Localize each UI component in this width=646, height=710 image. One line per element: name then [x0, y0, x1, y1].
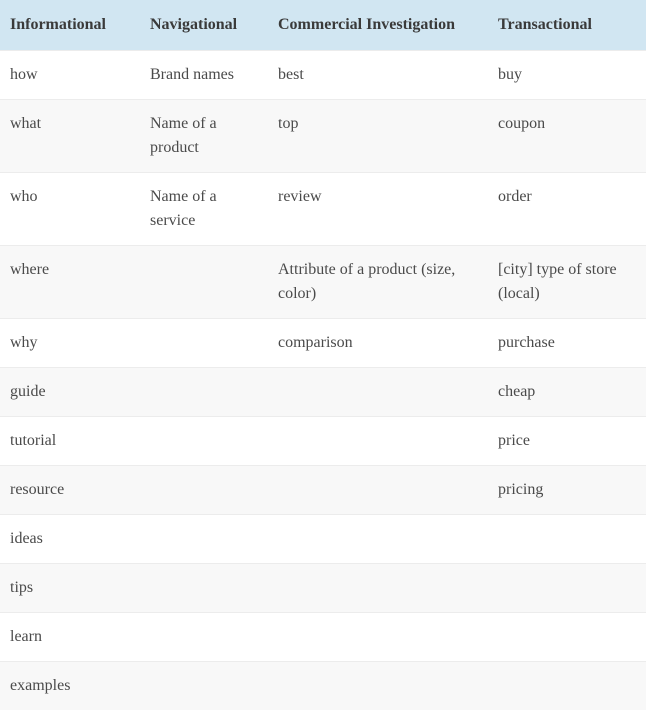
cell [268, 661, 488, 710]
cell [140, 318, 268, 367]
cell [140, 245, 268, 318]
cell [268, 563, 488, 612]
cell: purchase [488, 318, 646, 367]
cell: examples [0, 661, 140, 710]
cell [140, 514, 268, 563]
cell: Attribute of a product (size, color) [268, 245, 488, 318]
table-row: why comparison purchase [0, 318, 646, 367]
table-row: examples [0, 661, 646, 710]
cell [268, 465, 488, 514]
cell: Name of a product [140, 99, 268, 172]
cell [268, 367, 488, 416]
cell: why [0, 318, 140, 367]
cell: [city] type of store (local) [488, 245, 646, 318]
cell: tutorial [0, 416, 140, 465]
col-header-informational: Informational [0, 0, 140, 50]
cell: buy [488, 50, 646, 99]
cell: comparison [268, 318, 488, 367]
cell [140, 612, 268, 661]
col-header-navigational: Navigational [140, 0, 268, 50]
table-row: tutorial price [0, 416, 646, 465]
cell: resource [0, 465, 140, 514]
cell [140, 367, 268, 416]
cell: order [488, 172, 646, 245]
table-row: what Name of a product top coupon [0, 99, 646, 172]
cell [140, 416, 268, 465]
cell: Brand names [140, 50, 268, 99]
cell: Name of a service [140, 172, 268, 245]
col-header-commercial: Commercial Investigation [268, 0, 488, 50]
cell: learn [0, 612, 140, 661]
col-header-transactional: Transactional [488, 0, 646, 50]
table-row: who Name of a service review order [0, 172, 646, 245]
cell: ideas [0, 514, 140, 563]
cell [488, 563, 646, 612]
cell [268, 612, 488, 661]
cell [488, 514, 646, 563]
cell: what [0, 99, 140, 172]
cell: price [488, 416, 646, 465]
cell [140, 661, 268, 710]
cell: how [0, 50, 140, 99]
cell [488, 661, 646, 710]
table-row: where Attribute of a product (size, colo… [0, 245, 646, 318]
cell [140, 563, 268, 612]
cell: tips [0, 563, 140, 612]
cell: coupon [488, 99, 646, 172]
table-row: resource pricing [0, 465, 646, 514]
table-row: how Brand names best buy [0, 50, 646, 99]
cell: best [268, 50, 488, 99]
table-row: tips [0, 563, 646, 612]
cell [268, 514, 488, 563]
cell: guide [0, 367, 140, 416]
cell [140, 465, 268, 514]
cell: top [268, 99, 488, 172]
table-row: learn [0, 612, 646, 661]
intent-keywords-table: Informational Navigational Commercial In… [0, 0, 646, 710]
cell [488, 612, 646, 661]
cell: who [0, 172, 140, 245]
table-row: guide cheap [0, 367, 646, 416]
table-header-row: Informational Navigational Commercial In… [0, 0, 646, 50]
cell [268, 416, 488, 465]
table-row: ideas [0, 514, 646, 563]
cell: review [268, 172, 488, 245]
cell: cheap [488, 367, 646, 416]
cell: where [0, 245, 140, 318]
cell: pricing [488, 465, 646, 514]
